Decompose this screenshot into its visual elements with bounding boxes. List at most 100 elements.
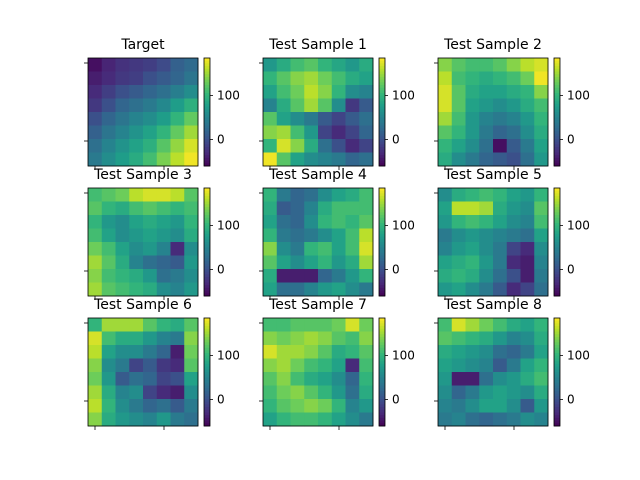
colorbar-segment (379, 201, 385, 205)
heatmap-cell (465, 358, 480, 373)
colorbar-segment (204, 109, 210, 113)
colorbar-segment (204, 342, 210, 346)
colorbar-segment (554, 196, 560, 200)
colorbar-segment (379, 282, 385, 286)
heatmap-cell (438, 282, 453, 297)
heatmap-cell (438, 201, 453, 216)
colorbar-tick-label: 0 (567, 393, 575, 407)
heatmap-cell (290, 152, 305, 167)
heatmap-cell (276, 188, 291, 202)
heatmap-cell (451, 188, 466, 202)
colorbar-segment (204, 320, 210, 324)
heatmap-cell (520, 412, 535, 427)
colorbar-segment (379, 193, 385, 197)
panel-title: Test Sample 4 (268, 167, 367, 183)
heatmap-cell (156, 125, 171, 140)
heatmap-cell (506, 282, 521, 297)
heatmap-cell (520, 71, 535, 86)
heatmap-cell (88, 85, 103, 99)
heatmap-cell (263, 242, 278, 256)
colorbar-segment (554, 374, 560, 378)
heatmap-cell (129, 152, 144, 167)
heatmap-cell (101, 345, 116, 359)
colorbar-segment (379, 404, 385, 408)
heatmap-cell (331, 58, 346, 72)
heatmap-cell (184, 139, 199, 153)
heatmap-cell (465, 98, 480, 113)
heatmap-cell (143, 125, 158, 140)
heatmap-cell (143, 58, 158, 72)
heatmap-cell (438, 372, 453, 386)
heatmap-cell (129, 269, 144, 283)
heatmap-cell (479, 201, 494, 216)
axes-frame (87, 317, 199, 427)
heatmap-cell (276, 201, 291, 216)
colorbar-segment (554, 198, 560, 202)
colorbar-segment (379, 266, 385, 270)
heatmap-cell (276, 58, 291, 72)
heatmap-cell (184, 152, 199, 167)
colorbar-segment (204, 106, 210, 110)
heatmap-cell (345, 215, 360, 229)
colorbar-segment (554, 149, 560, 153)
heatmap-cell (331, 345, 346, 359)
colorbar-segment (379, 242, 385, 246)
heatmap-cell (359, 112, 374, 126)
colorbar-segment (379, 136, 385, 140)
colorbar-segment (204, 274, 210, 278)
colorbar-segment (379, 290, 385, 294)
colorbar-segment (554, 117, 560, 121)
colorbar-segment (379, 147, 385, 151)
heatmap-cell (345, 71, 360, 86)
heatmap-cell (170, 139, 185, 153)
colorbar-segment (204, 326, 210, 330)
colorbar-segment (554, 361, 560, 365)
heatmap-cell (506, 152, 521, 167)
heatmap-cell (438, 112, 453, 126)
colorbar-segment (379, 233, 385, 237)
heatmap-cell (345, 188, 360, 202)
heatmap-cell (438, 385, 453, 400)
heatmap-cell (88, 112, 103, 126)
heatmap-cell (318, 345, 333, 359)
colorbar-segment (554, 141, 560, 145)
heatmap-cell (143, 71, 158, 86)
heatmap-cell (88, 215, 103, 229)
heatmap-cell (263, 58, 278, 72)
heatmap-cell (318, 269, 333, 283)
colorbar-segment (554, 66, 560, 70)
colorbar-segment (204, 390, 210, 394)
heatmap-cell (170, 331, 185, 346)
heatmap-cell (263, 188, 278, 202)
colorbar-segment (204, 336, 210, 340)
heatmap-cell (451, 242, 466, 256)
colorbar-segment (204, 233, 210, 237)
heatmap-cell (276, 412, 291, 427)
colorbar-segment (379, 274, 385, 278)
heatmap-cell (493, 125, 508, 140)
heatmap-cell (359, 228, 374, 243)
heatmap-cell (290, 358, 305, 373)
heatmap-cell (276, 372, 291, 386)
colorbar-segment (554, 209, 560, 213)
colorbar-segment (554, 225, 560, 229)
colorbar-segment (554, 87, 560, 91)
panel-title: Test Sample 6 (93, 297, 192, 313)
colorbar-segment (554, 282, 560, 286)
heatmap-cell (331, 385, 346, 400)
colorbar-segment (204, 68, 210, 72)
panel-title: Test Sample 8 (443, 297, 542, 313)
heatmap-cell (520, 139, 535, 153)
colorbar-segment (379, 252, 385, 256)
colorbar-segment (554, 204, 560, 208)
colorbar-segment (554, 233, 560, 237)
heatmap-cell (479, 358, 494, 373)
heatmap-cell (156, 58, 171, 72)
heatmap-cell (493, 201, 508, 216)
colorbar-segment (379, 409, 385, 413)
heatmap-cell (101, 269, 116, 283)
heatmap-cell (534, 255, 549, 270)
colorbar-segment (379, 120, 385, 124)
heatmap-cell (101, 125, 116, 140)
heatmap-cell (304, 345, 319, 359)
